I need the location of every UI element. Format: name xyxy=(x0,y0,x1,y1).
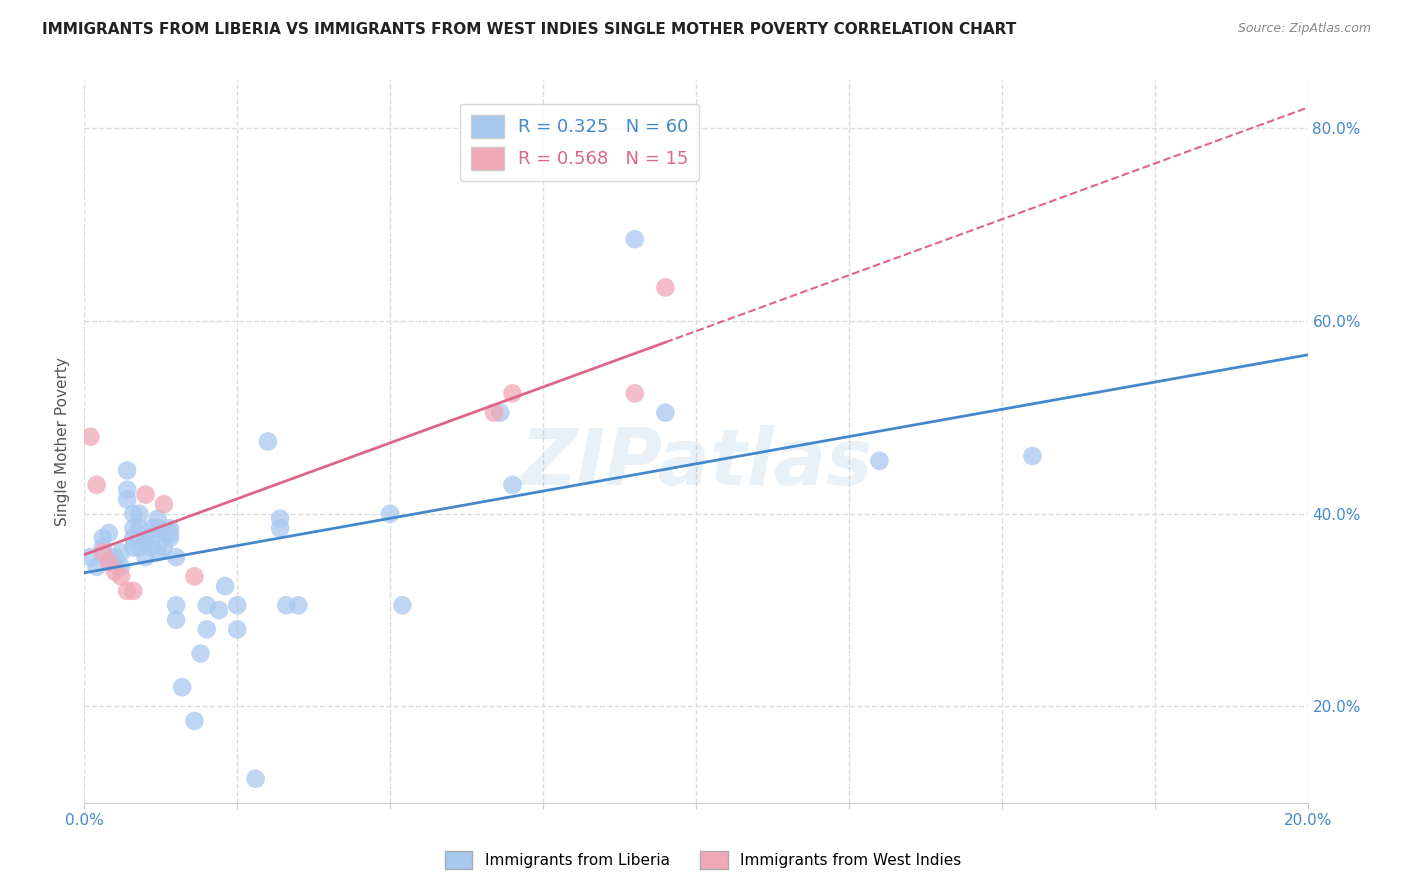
Point xyxy=(79,430,101,444)
Point xyxy=(122,531,145,545)
Point xyxy=(287,599,309,613)
Point xyxy=(257,434,280,449)
Point xyxy=(269,521,291,535)
Point xyxy=(104,555,127,569)
Point xyxy=(190,647,212,661)
Point xyxy=(146,521,169,535)
Point xyxy=(86,478,108,492)
Point xyxy=(115,483,138,497)
Point xyxy=(115,463,138,477)
Point xyxy=(91,541,114,555)
Point xyxy=(104,565,127,579)
Point xyxy=(624,232,647,246)
Point xyxy=(502,386,524,401)
Point xyxy=(141,531,163,545)
Point xyxy=(195,623,218,637)
Point xyxy=(214,579,236,593)
Point xyxy=(208,603,231,617)
Point xyxy=(183,714,205,728)
Point xyxy=(115,492,138,507)
Point xyxy=(128,521,150,535)
Point xyxy=(1021,449,1043,463)
Point xyxy=(146,511,169,525)
Point xyxy=(276,599,298,613)
Text: Source: ZipAtlas.com: Source: ZipAtlas.com xyxy=(1237,22,1371,36)
Point xyxy=(104,550,127,565)
Y-axis label: Single Mother Poverty: Single Mother Poverty xyxy=(55,357,70,526)
Point xyxy=(97,526,120,541)
Point xyxy=(482,406,505,420)
Point xyxy=(226,623,249,637)
Point xyxy=(624,386,647,401)
Point xyxy=(91,545,114,559)
Point xyxy=(135,487,157,501)
Point xyxy=(489,406,512,420)
Point xyxy=(153,497,176,511)
Point xyxy=(122,541,145,555)
Point xyxy=(122,507,145,521)
Point xyxy=(245,772,267,786)
Point xyxy=(141,541,163,555)
Point xyxy=(159,521,181,535)
Point xyxy=(91,531,114,545)
Point xyxy=(869,454,891,468)
Point xyxy=(141,521,163,535)
Text: ZIPatlas: ZIPatlas xyxy=(520,425,872,501)
Point xyxy=(128,541,150,555)
Point xyxy=(380,507,402,521)
Point xyxy=(97,555,120,569)
Legend: Immigrants from Liberia, Immigrants from West Indies: Immigrants from Liberia, Immigrants from… xyxy=(439,845,967,875)
Point xyxy=(654,280,676,294)
Point xyxy=(172,680,194,694)
Point xyxy=(159,531,181,545)
Point xyxy=(153,541,176,555)
Point xyxy=(128,507,150,521)
Point xyxy=(183,569,205,583)
Point xyxy=(110,569,132,583)
Point xyxy=(86,559,108,574)
Point xyxy=(165,599,187,613)
Point xyxy=(226,599,249,613)
Point xyxy=(391,599,413,613)
Point xyxy=(110,545,132,559)
Point xyxy=(135,531,157,545)
Point xyxy=(122,583,145,598)
Point xyxy=(115,583,138,598)
Legend: R = 0.325   N = 60, R = 0.568   N = 15: R = 0.325 N = 60, R = 0.568 N = 15 xyxy=(460,103,699,181)
Point xyxy=(502,478,524,492)
Point xyxy=(79,550,101,565)
Point xyxy=(654,406,676,420)
Point xyxy=(159,526,181,541)
Point xyxy=(269,511,291,525)
Point xyxy=(165,613,187,627)
Point xyxy=(135,550,157,565)
Point xyxy=(146,545,169,559)
Point xyxy=(153,526,176,541)
Text: IMMIGRANTS FROM LIBERIA VS IMMIGRANTS FROM WEST INDIES SINGLE MOTHER POVERTY COR: IMMIGRANTS FROM LIBERIA VS IMMIGRANTS FR… xyxy=(42,22,1017,37)
Point xyxy=(135,535,157,549)
Point xyxy=(122,521,145,535)
Point xyxy=(165,550,187,565)
Point xyxy=(97,555,120,569)
Point xyxy=(110,559,132,574)
Point xyxy=(195,599,218,613)
